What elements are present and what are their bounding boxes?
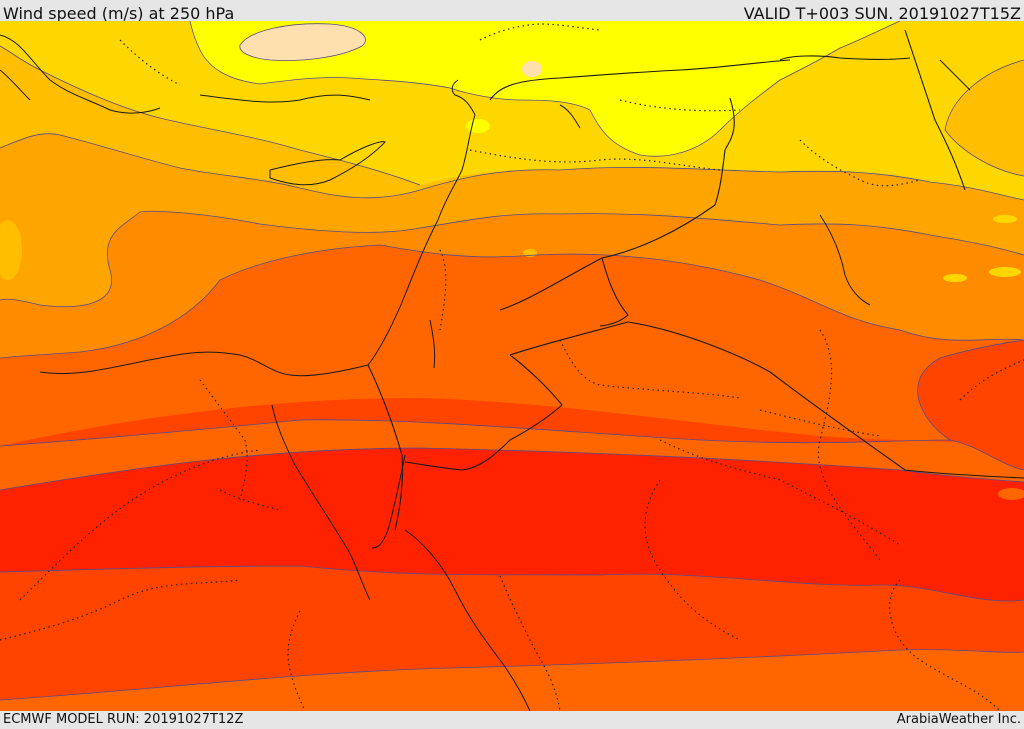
header-bar: Wind speed (m/s) at 250 hPa VALID T+003 … bbox=[0, 0, 1024, 23]
band-yellow bbox=[190, 21, 900, 157]
band-red-orange-middle bbox=[0, 398, 1024, 470]
contour-lines bbox=[0, 21, 1024, 701]
band-orange-dark-south bbox=[0, 649, 1024, 711]
coastlines bbox=[0, 34, 971, 711]
province-borders bbox=[0, 23, 1024, 711]
map-title: Wind speed (m/s) at 250 hPa bbox=[3, 4, 235, 23]
band-lightest-small bbox=[522, 61, 542, 77]
weather-map[interactable] bbox=[0, 21, 1024, 711]
national-borders bbox=[367, 29, 1024, 531]
band-lightest bbox=[239, 23, 366, 61]
band-red-core bbox=[0, 448, 1024, 602]
model-run-label: ECMWF MODEL RUN: 20191027T12Z bbox=[3, 712, 244, 727]
credit-label: ArabiaWeather Inc. bbox=[896, 712, 1021, 727]
valid-time: VALID T+003 SUN. 20191027T15Z bbox=[743, 4, 1021, 23]
footer-bar: ECMWF MODEL RUN: 20191027T12Z ArabiaWeat… bbox=[0, 711, 1024, 729]
